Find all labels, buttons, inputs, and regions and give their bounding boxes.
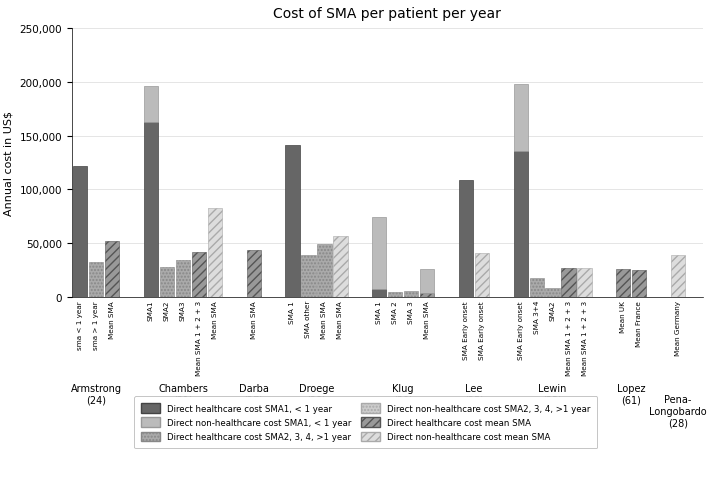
Bar [144,87,158,122]
Bar [388,292,402,298]
Bar [285,146,300,298]
Bar [632,271,647,298]
Bar [530,278,543,298]
Bar [561,269,576,298]
Bar [459,180,473,298]
Text: Droege
(29): Droege (29) [299,384,334,405]
Bar [318,245,331,298]
Bar [372,289,386,298]
Bar [616,270,630,298]
Bar [73,167,87,298]
Text: Darba
(27): Darba (27) [239,384,269,405]
Bar [89,262,103,298]
Text: Chambers
(31): Chambers (31) [158,384,208,405]
Bar [191,252,206,298]
Text: Pena-
Longobardo
(28): Pena- Longobardo (28) [650,395,707,428]
Legend: Direct healthcare cost SMA1, < 1 year, Direct non-healthcare cost SMA1, < 1 year: Direct healthcare cost SMA1, < 1 year, D… [134,396,597,448]
Bar [247,250,261,298]
Bar [475,253,489,298]
Bar [420,293,435,298]
Bar [546,288,560,298]
Bar [333,236,348,298]
Bar [513,84,528,151]
Bar [513,151,528,298]
Text: Lopez
(61): Lopez (61) [617,384,645,405]
Y-axis label: Annual cost in US$: Annual cost in US$ [4,111,14,216]
Bar [301,256,315,298]
Bar [671,256,685,298]
Text: Armstrong
(24): Armstrong (24) [71,384,122,405]
Bar [372,218,386,289]
Bar [577,269,592,298]
Bar [144,122,158,298]
Bar [420,270,435,293]
Bar [160,267,174,298]
Text: Lee
(25): Lee (25) [464,384,484,405]
Bar [208,208,222,298]
Title: Cost of SMA per patient per year: Cost of SMA per patient per year [273,7,501,21]
Bar [105,242,119,298]
Text: Klug
(30): Klug (30) [392,384,414,405]
Text: Lewin
(23): Lewin (23) [538,384,567,405]
Bar [176,260,190,298]
Bar [404,291,418,298]
